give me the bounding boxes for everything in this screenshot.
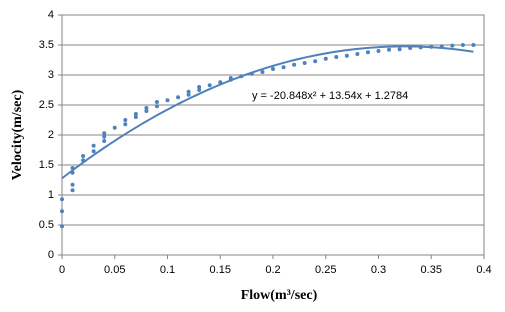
point [91,143,96,148]
point [165,98,170,103]
x-tick-label: 0.35 [421,264,442,276]
x-tick-label: 0.1 [160,264,175,276]
point [144,109,149,113]
point [292,62,297,67]
point [123,118,128,122]
y-tick-label: 1 [48,189,54,201]
point [123,122,128,127]
point [60,209,64,214]
point [207,83,212,88]
point [60,224,64,229]
point [60,197,64,202]
x-tick-label: 0.4 [476,264,491,276]
y-tick-label: 0.5 [39,219,54,231]
point [112,125,117,130]
point [334,55,339,59]
y-axis-title: Velocity(m/sec) [10,89,25,180]
point [355,52,360,56]
point [197,85,202,89]
y-tick-label: 4 [48,9,54,21]
point [344,53,349,58]
point [70,182,75,187]
x-tick-label: 0.3 [371,264,386,276]
point [365,50,370,55]
point [133,112,138,116]
y-tick-label: 2 [48,129,54,141]
point [154,100,159,104]
x-tick-label: 0.25 [315,264,336,276]
point [133,115,138,119]
x-axis-title: Flow(m³/sec) [241,288,318,303]
x-tick-label: 0.15 [210,264,231,276]
point [91,149,96,154]
point [376,49,381,53]
y-tick-label: 3.5 [39,39,54,51]
trendline [61,45,474,180]
point [102,134,107,139]
y-tick-label: 2.5 [39,99,54,111]
point [144,106,149,110]
point [397,47,402,52]
point [186,89,191,94]
point [197,88,202,92]
y-tick-label: 1.5 [39,159,54,171]
point [176,95,181,100]
point [281,65,286,70]
point [154,104,159,109]
point [186,92,191,97]
point [313,59,318,64]
point [387,47,392,52]
x-tick-label: 0.2 [265,264,280,276]
point [260,70,265,74]
point [102,139,107,143]
point [271,67,275,71]
y-tick-label: 0 [48,249,54,261]
y-tick-label: 3 [48,69,54,81]
point [323,56,328,61]
point [471,43,476,47]
point [460,43,465,47]
x-tick-label: 0.05 [104,264,125,276]
point [102,131,107,136]
point [450,43,455,48]
x-tick-label: 0 [59,264,65,276]
point [81,154,86,158]
point [302,61,307,65]
trendline-equation: y = -20.848x² + 13.54x + 1.2784 [252,90,408,102]
point [70,188,75,193]
